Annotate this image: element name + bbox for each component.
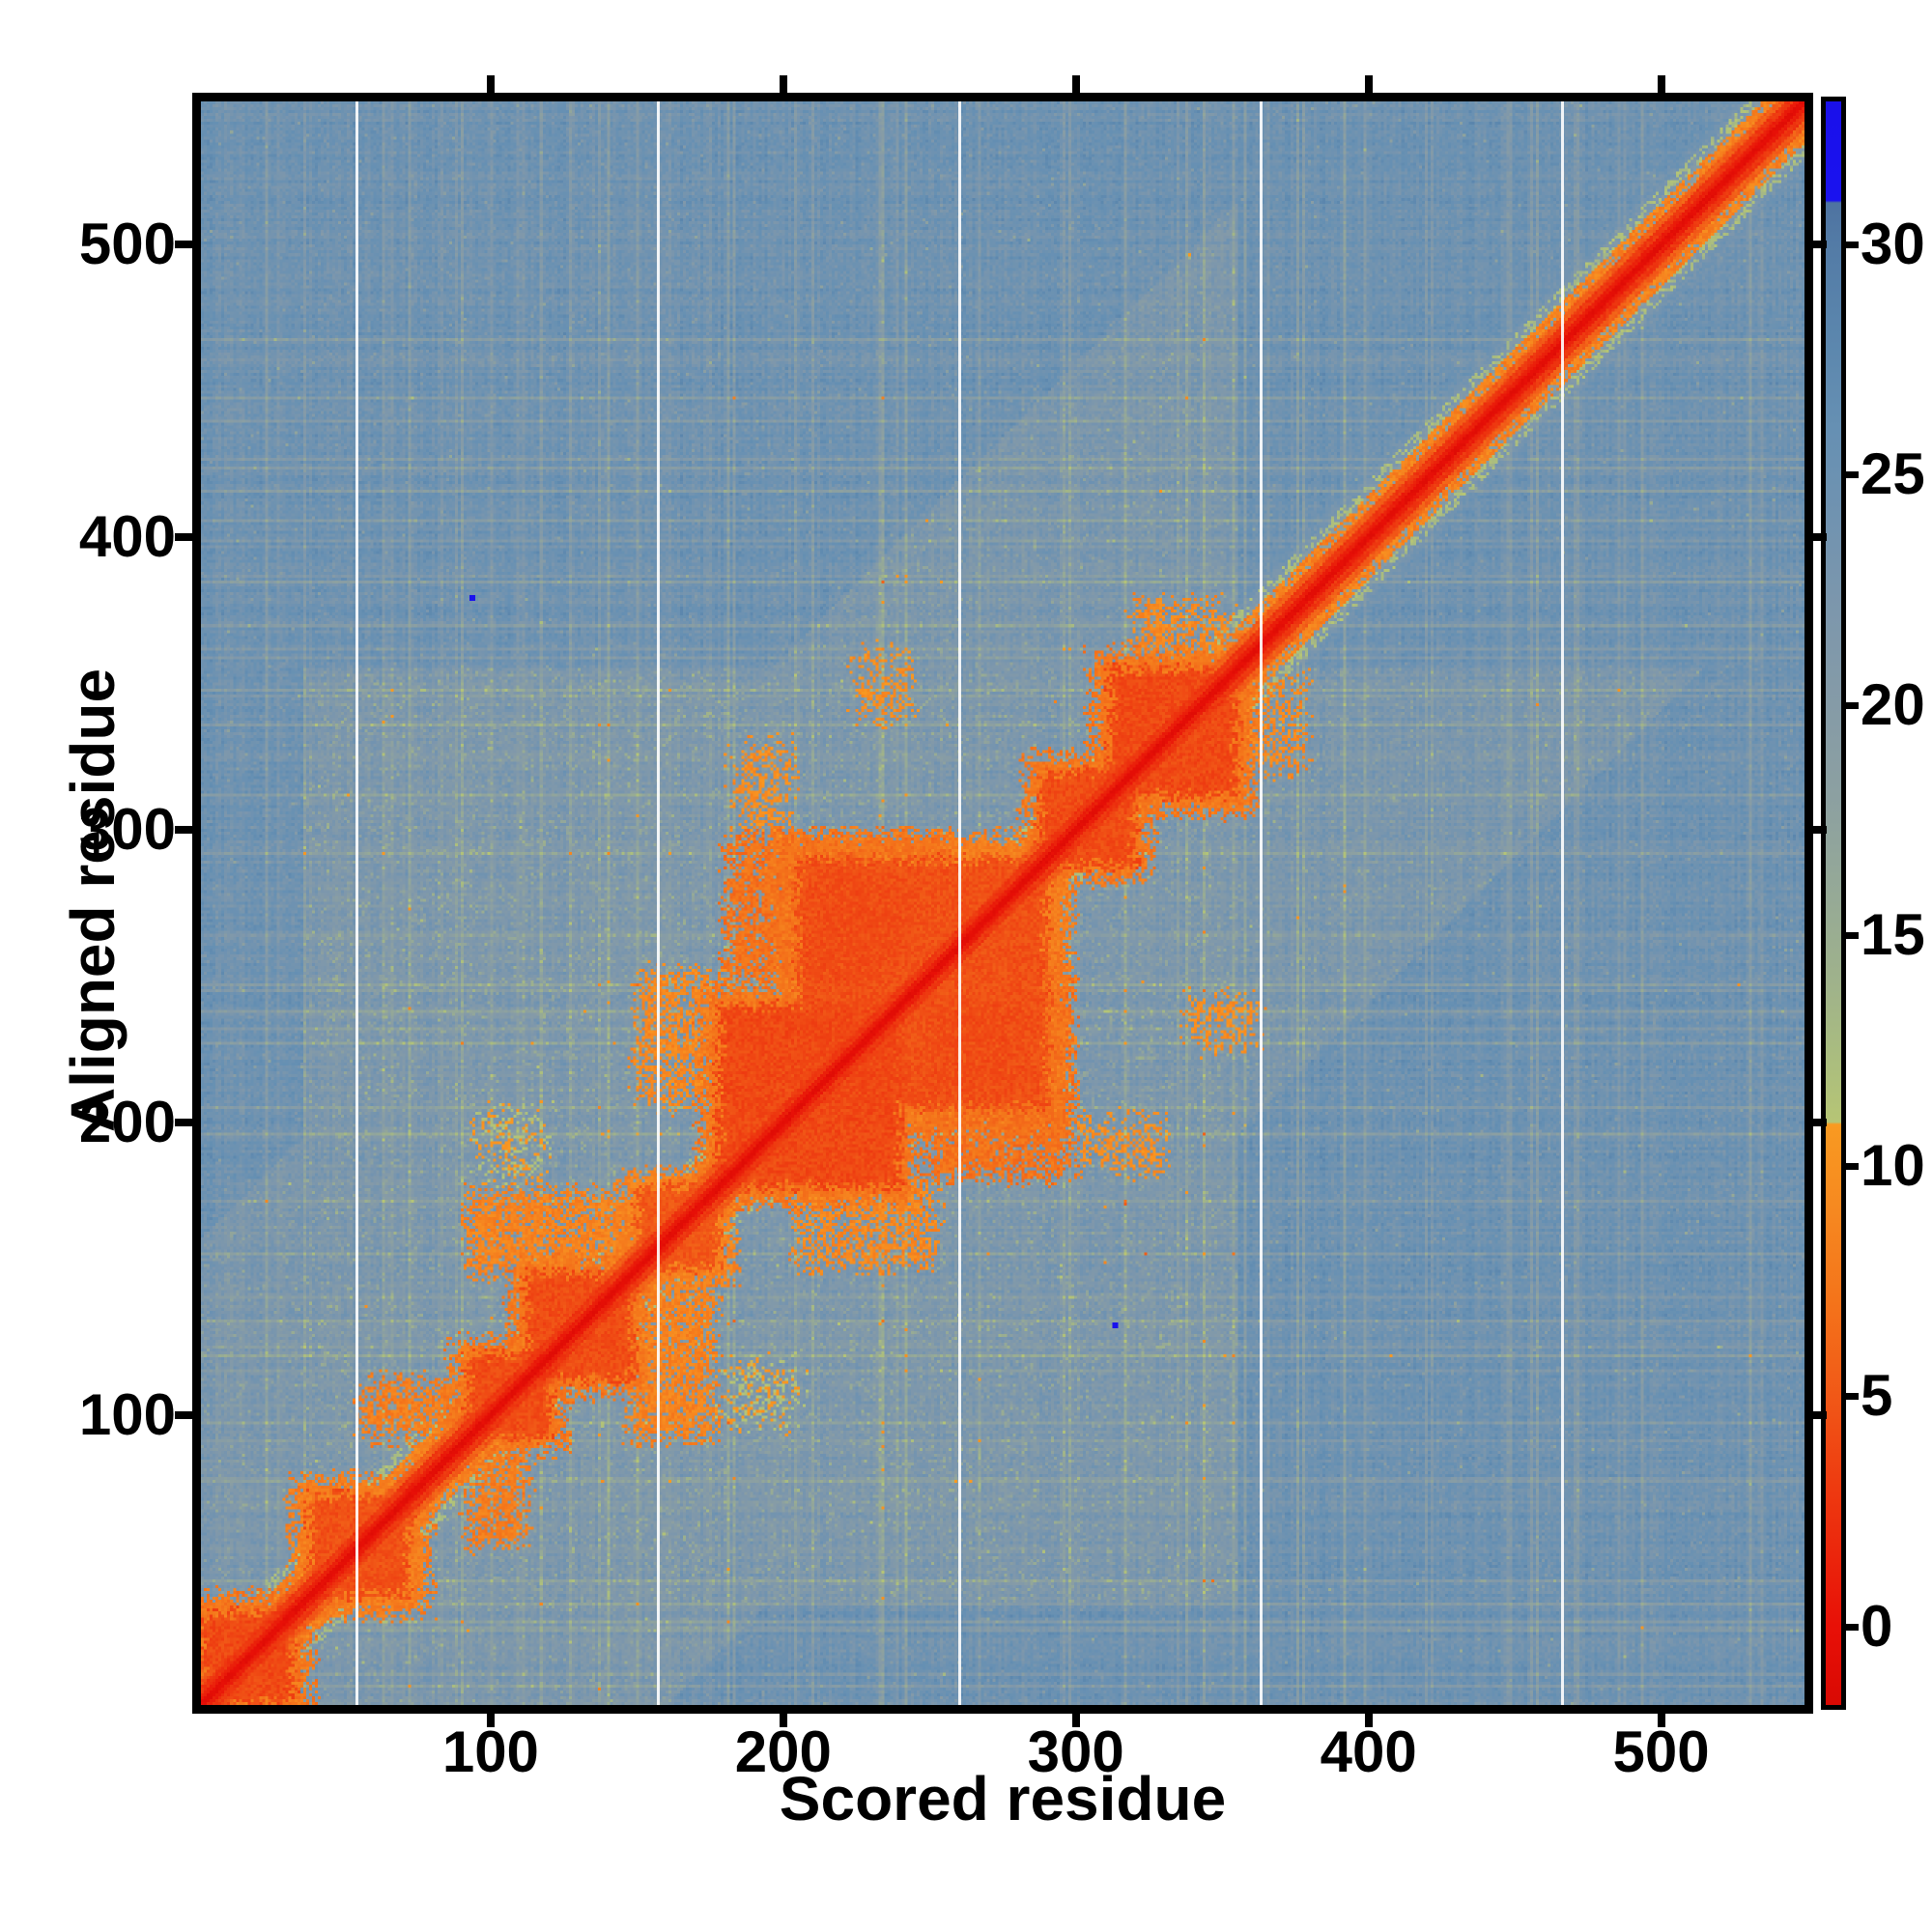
y-tick-mark: [175, 826, 192, 835]
white-gridline: [1259, 101, 1263, 1705]
colorbar-tick-mark: [1846, 1162, 1859, 1170]
x-tick-mark: [1364, 1714, 1373, 1727]
y-tick-mark-right: [1813, 241, 1827, 249]
colorbar-tick-label: 5: [1861, 1363, 1893, 1429]
colorbar-tick-label: 20: [1861, 671, 1925, 737]
colorbar: [1821, 97, 1846, 1710]
x-tick-label: 500: [1612, 1719, 1710, 1784]
white-gridline: [957, 101, 961, 1705]
heatmap-canvas: [201, 101, 1804, 1705]
y-axis-title: Aligned residue: [58, 668, 128, 1133]
x-tick-mark-top: [1657, 75, 1665, 93]
white-gridline: [656, 101, 660, 1705]
colorbar-tick-mark: [1846, 932, 1859, 940]
colorbar-tick-mark: [1846, 1393, 1859, 1401]
x-tick-mark-top: [1364, 75, 1373, 93]
colorbar-tick-label: 25: [1861, 441, 1925, 507]
y-tick-label: 400: [78, 504, 176, 570]
colorbar-tick-mark: [1846, 1623, 1859, 1631]
x-tick-mark: [1071, 1714, 1080, 1727]
y-tick-label: 500: [78, 212, 176, 277]
x-tick-mark-top: [1071, 75, 1080, 93]
y-tick-mark-right: [1813, 533, 1827, 542]
y-tick-mark: [175, 1119, 192, 1127]
y-tick-mark: [175, 533, 192, 542]
white-gridline: [355, 101, 358, 1705]
colorbar-tick-label: 10: [1861, 1132, 1925, 1198]
y-tick-label: 300: [78, 797, 176, 863]
x-tick-mark: [486, 1714, 495, 1727]
colorbar-tick-mark: [1846, 241, 1859, 248]
y-tick-mark-right: [1813, 1411, 1827, 1420]
colorbar-tick-mark: [1846, 701, 1859, 709]
colorbar-gradient: [1826, 101, 1841, 1705]
x-tick-mark-top: [779, 75, 787, 93]
x-tick-label: 400: [1320, 1719, 1417, 1784]
colorbar-tick-label: 15: [1861, 902, 1925, 968]
colorbar-tick-label: 0: [1861, 1593, 1893, 1659]
y-tick-label: 100: [78, 1382, 176, 1448]
plot-frame: [192, 93, 1813, 1714]
x-tick-label: 300: [1027, 1719, 1124, 1784]
x-axis-title: Scored residue: [779, 1764, 1227, 1833]
x-tick-label: 100: [441, 1719, 539, 1784]
y-tick-mark: [175, 1411, 192, 1420]
x-tick-mark: [1657, 1714, 1665, 1727]
x-tick-mark: [779, 1714, 787, 1727]
y-tick-mark: [175, 241, 192, 249]
y-tick-mark-right: [1813, 826, 1827, 835]
y-tick-label: 200: [78, 1090, 176, 1155]
colorbar-tick-label: 30: [1861, 211, 1925, 276]
x-tick-label: 200: [734, 1719, 832, 1784]
colorbar-tick-mark: [1846, 471, 1859, 479]
white-gridline: [1560, 101, 1564, 1705]
y-tick-mark-right: [1813, 1119, 1827, 1127]
x-tick-mark-top: [486, 75, 495, 93]
